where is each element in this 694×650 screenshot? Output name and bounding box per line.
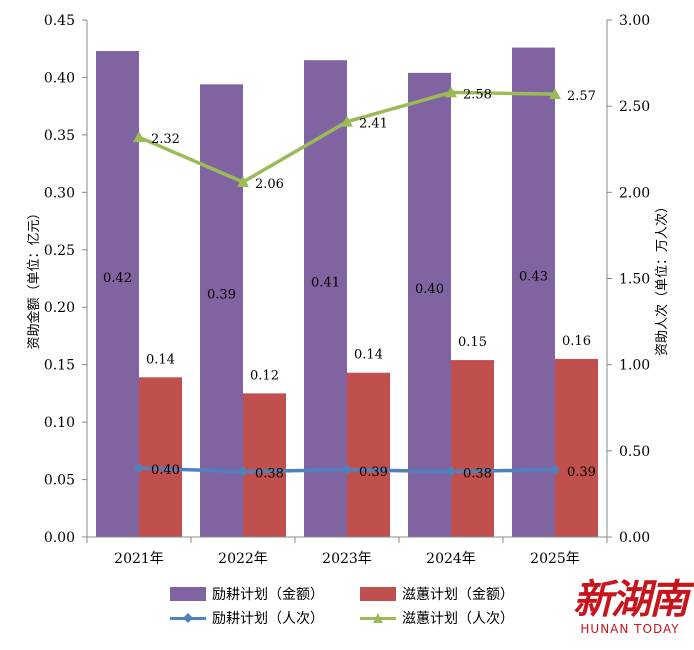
bar-value-label: 0.14	[146, 352, 175, 367]
right-axis-title: 资助人次（单位：万人次）	[654, 200, 670, 356]
line-marker-diamond	[446, 466, 456, 477]
line-value-label: 0.38	[463, 467, 492, 482]
bar-ligeng-amount	[200, 84, 243, 538]
left-tick-label: 0.00	[44, 530, 75, 546]
hunan-today-logo: 新湖南 HUNAN TODAY	[572, 576, 689, 644]
axes-layer: 0.00 0.05 0.10 0.15 0.20 0.25 0.30 0.35 0.40 0.45…	[44, 13, 650, 567]
bar-value-label: 0.39	[207, 288, 236, 303]
data-labels-layer: 0.42 0.39 0.41 0.40 0.43 0.14 0.12 0.14 0.15 0.16…	[103, 87, 596, 481]
legend-swatch-red	[360, 587, 396, 601]
bar-ligeng-amount	[408, 72, 451, 538]
bar-zihui-amount	[139, 377, 182, 537]
right-tick-label: 2.00	[619, 185, 650, 201]
bar-ligeng-amount	[96, 51, 139, 538]
line-value-label: 0.39	[359, 465, 388, 480]
bar-zihui-amount	[347, 372, 390, 537]
bar-value-label: 0.41	[311, 276, 340, 291]
line-marker-triangle	[445, 86, 457, 98]
bar-ligeng-amount	[304, 60, 347, 537]
bar-zihui-amount	[451, 360, 494, 537]
line-marker-triangle	[133, 131, 145, 143]
right-tick-label: 1.50	[619, 272, 650, 288]
x-category-label: 2023年	[322, 551, 372, 567]
line-value-label: 2.06	[255, 177, 284, 192]
legend-item-zihui-count: 滋蕙计划（人次）	[360, 608, 550, 628]
bar-value-label: 0.15	[458, 335, 487, 350]
legend-label: 滋蕙计划（人次）	[402, 611, 514, 627]
left-tick-label: 0.15	[44, 358, 75, 374]
line-marker-triangle	[237, 175, 249, 187]
left-tick-label: 0.30	[44, 185, 75, 201]
logo-chinese-text: 新湖南	[573, 576, 689, 623]
right-tick-label: 2.50	[619, 99, 650, 115]
right-tick-label: 3.00	[619, 13, 650, 29]
line-value-label: 2.41	[359, 117, 388, 132]
bar-ligeng-amount	[512, 47, 555, 537]
left-tick-label: 0.20	[44, 300, 75, 316]
left-tick-label: 0.10	[44, 415, 75, 431]
legend-swatch-purple	[170, 587, 206, 601]
bar-value-label: 0.43	[519, 269, 548, 284]
x-category-label: 2021年	[114, 551, 164, 567]
line-value-label: 2.57	[567, 89, 596, 104]
bar-zihui-amount	[243, 393, 286, 537]
x-category-label: 2022年	[218, 551, 268, 567]
legend-swatch-blue-line	[170, 611, 206, 625]
left-tick-label: 0.05	[44, 473, 75, 489]
legend-row-bars: 励耕计划（金额） 滋蕙计划（金额）	[170, 582, 550, 606]
legend-item-ligeng-amount: 励耕计划（金额）	[170, 584, 360, 604]
legend-row-lines: 励耕计划（人次） 滋蕙计划（人次）	[170, 606, 550, 630]
bar-value-label: 0.14	[354, 348, 383, 363]
left-tick-label: 0.40	[44, 70, 75, 86]
line-marker-diamond	[550, 464, 560, 475]
legend-label: 滋蕙计划（金额）	[402, 587, 514, 603]
left-tick-label: 0.35	[44, 128, 75, 144]
left-axis-title: 资助金额（单位：亿元）	[26, 206, 42, 349]
logo-english-text: HUNAN TODAY	[580, 622, 680, 636]
line-marker-diamond	[238, 466, 248, 477]
legend-item-zihui-amount: 滋蕙计划（金额）	[360, 584, 550, 604]
legend-label: 励耕计划（金额）	[212, 587, 324, 603]
line-value-label: 2.58	[463, 87, 492, 102]
line-marker-triangle	[341, 115, 353, 127]
bar-value-label: 0.42	[103, 271, 132, 286]
legend-swatch-green-line	[360, 611, 396, 625]
line-value-label: 2.32	[151, 132, 180, 147]
line-value-label: 0.40	[151, 463, 180, 478]
bar-value-label: 0.40	[415, 282, 444, 297]
bar-zihui-amount	[555, 358, 598, 537]
legend-label: 励耕计划（人次）	[212, 611, 324, 627]
x-category-label: 2024年	[426, 551, 476, 567]
chart-legend: 励耕计划（金额） 滋蕙计划（金额） 励耕计划（人次） 滋蕙计划（人次）	[170, 582, 550, 630]
line-marker-diamond	[342, 464, 352, 475]
right-tick-label: 0.00	[619, 530, 650, 546]
left-tick-label: 0.45	[44, 13, 75, 29]
bar-value-label: 0.16	[562, 334, 591, 349]
line-value-label: 0.38	[255, 467, 284, 482]
line-marker-diamond	[134, 463, 144, 474]
right-tick-label: 1.00	[619, 358, 650, 374]
bars-layer	[96, 47, 598, 538]
x-category-label: 2025年	[530, 551, 580, 567]
lines-layer	[133, 86, 561, 477]
right-tick-label: 0.50	[619, 444, 650, 460]
chart-canvas: 0.00 0.05 0.10 0.15 0.20 0.25 0.30 0.35 0.40 0.45…	[26, 13, 670, 567]
legend-item-ligeng-count: 励耕计划（人次）	[170, 608, 360, 628]
left-tick-label: 0.25	[44, 243, 75, 259]
bar-value-label: 0.12	[250, 368, 279, 383]
line-value-label: 0.39	[567, 465, 596, 480]
line-marker-triangle	[549, 88, 561, 100]
